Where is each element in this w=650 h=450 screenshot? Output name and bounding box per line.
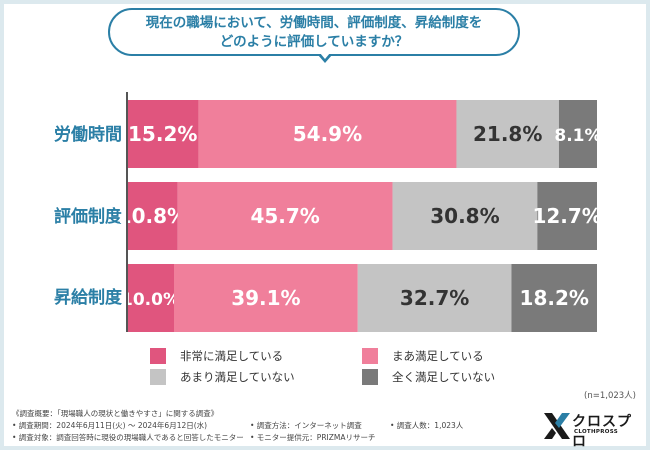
legend-item-somewhat-satisfied: まあ満足している: [362, 348, 484, 364]
brand-subtitle: CLOTHPROSS: [574, 429, 618, 435]
data-label-2-very-satisfied: 10.8%: [118, 204, 187, 228]
legend-item-not-satisfied: 全く満足していない: [362, 369, 495, 385]
data-label-3-somewhat-satisfied: 39.1%: [231, 286, 300, 310]
legend-swatch-not-very-satisfied: [150, 369, 166, 385]
data-label-2-not-satisfied: 12.7%: [532, 204, 601, 228]
legend-label-not-very-satisfied: あまり満足していない: [180, 370, 295, 384]
legend-label-very-satisfied: 非常に満足している: [180, 349, 284, 363]
footnote-sample-count: • 調査人数：1,023人: [390, 421, 464, 430]
sample-size: (n=1,023人): [584, 391, 636, 401]
bar-segment-3-not-satisfied: [511, 264, 597, 332]
bar-segment-2-not-satisfied: [537, 182, 597, 250]
legend-swatch-somewhat-satisfied: [362, 348, 378, 364]
footnote-survey-title: 《調査概要：「現場職人の現状と働きやすさ」に関する調査》: [12, 409, 219, 418]
bar-segment-1-somewhat-satisfied: [198, 100, 457, 168]
category-label-evaluation: 評価制度: [54, 207, 122, 227]
legend-label-somewhat-satisfied: まあ満足している: [392, 349, 484, 363]
question-line-2: どのように評価していますか？: [219, 34, 409, 50]
data-label-3-not-very-satisfied: 32.7%: [400, 286, 469, 310]
data-label-3-very-satisfied: 10.0%: [121, 290, 180, 310]
question-bubble: 現在の職場において、労働時間、評価制度、昇給制度を どのように評価していますか？: [108, 8, 520, 56]
data-label-1-somewhat-satisfied: 54.9%: [293, 122, 362, 146]
bar-segment-3-very-satisfied: [127, 264, 174, 332]
brand-name: クロスプロ: [572, 414, 632, 450]
bar-segment-2-very-satisfied: [127, 182, 178, 250]
footnote-survey-method: • 調査方法：インターネット調査: [250, 421, 362, 430]
data-label-3-not-satisfied: 18.2%: [520, 286, 589, 310]
category-label-pay-raise: 昇給制度: [54, 288, 122, 308]
brand-x-icon: [544, 413, 570, 439]
legend-item-not-very-satisfied: あまり満足していない: [150, 369, 295, 385]
category-label-working-hours: 労働時間: [54, 125, 122, 145]
bubble-tail: [318, 53, 332, 63]
category-axis-line: [126, 92, 128, 332]
legend-item-very-satisfied: 非常に満足している: [150, 348, 283, 364]
bar-segment-1-not-satisfied: [558, 100, 597, 168]
footnote-survey-target: • 調査対象：調査回答時に現役の現場職人であると回答したモニター: [12, 433, 244, 442]
footnote-survey-period: • 調査期間：2024年6月11日(火) ～ 2024年6月12日(水): [12, 421, 208, 430]
bar-segment-1-very-satisfied: [127, 100, 199, 168]
bar-segment-3-not-very-satisfied: [357, 264, 512, 332]
data-label-1-not-very-satisfied: 21.8%: [473, 122, 542, 146]
legend-swatch-very-satisfied: [150, 348, 166, 364]
legend-label-not-satisfied: 全く満足していない: [392, 370, 496, 384]
bar-segment-2-not-very-satisfied: [392, 182, 538, 250]
bar-segment-3-somewhat-satisfied: [174, 264, 358, 332]
legend-swatch-not-satisfied: [362, 369, 378, 385]
brand-logo: クロスプロ CLOTHPROSS: [542, 410, 642, 450]
data-label-1-not-satisfied: 8.1%: [554, 126, 601, 146]
footnote-monitor-source: • モニター提供元：PRIZMAリサーチ: [250, 433, 376, 442]
bar-segment-1-not-very-satisfied: [456, 100, 559, 168]
data-label-1-very-satisfied: 15.2%: [128, 122, 197, 146]
data-label-2-somewhat-satisfied: 45.7%: [250, 204, 319, 228]
question-line-1: 現在の職場において、労働時間、評価制度、昇給制度を: [145, 15, 483, 31]
bar-segment-2-somewhat-satisfied: [177, 182, 393, 250]
data-label-2-not-very-satisfied: 30.8%: [430, 204, 499, 228]
